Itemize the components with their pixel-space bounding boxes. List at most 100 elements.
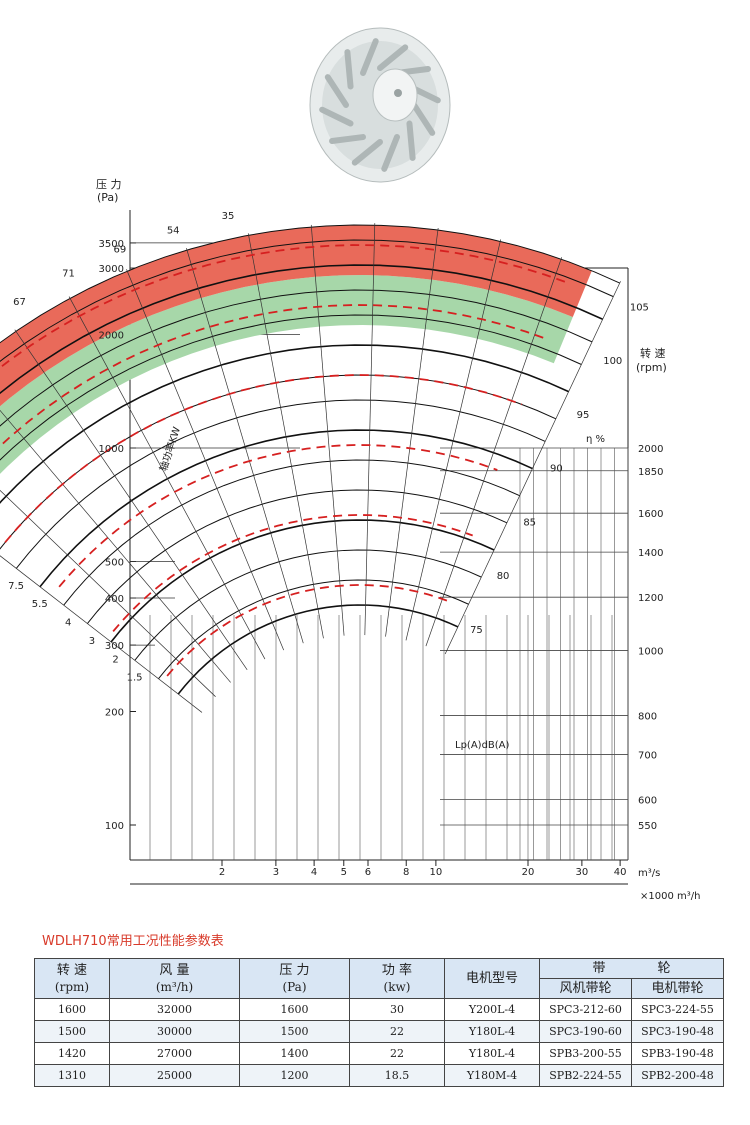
speed-tick-label: 2000 [638, 444, 663, 455]
power-value-label: 3 [89, 636, 95, 647]
impeller-blade [406, 120, 416, 161]
table-cell: SPB3-190-48 [631, 1042, 724, 1065]
top-x-tick-label: 3 [273, 867, 279, 878]
top-axis-unit: m³/s [638, 868, 660, 879]
table-row: 1310 25000 1200 18.5 Y180M-4 SPB2-224-55 SPB2-… [34, 1064, 724, 1087]
speed-tick-label: 1600 [638, 509, 663, 520]
radial-grid-line [14, 329, 248, 671]
pressure-curve [0, 264, 604, 395]
radial-grid-line [425, 257, 563, 647]
performance-table: 转 速 (rpm) 风 量 (m³/h) 压 力 (Pa) 功 率 (kw) 电机型号 … [34, 958, 724, 1087]
pressure-curve [39, 429, 533, 588]
top-x-tick-label: 6 [365, 867, 371, 878]
pressure-curve [0, 344, 569, 504]
power-value-label: 4 [65, 618, 71, 629]
table-cell: Y180L-4 [444, 1042, 540, 1065]
impeller-blade [344, 49, 354, 90]
table-cell: 27000 [109, 1042, 240, 1065]
power-value-label: 2 [112, 654, 118, 665]
noise-value-label: 90 [550, 464, 563, 475]
radial-grid-line [247, 233, 324, 639]
top-x-tick-label: 2 [219, 867, 225, 878]
power-curve-dashed [166, 584, 449, 677]
efficiency-value-label: 71 [62, 269, 75, 280]
power-value-label: 5.5 [32, 599, 48, 610]
y-tick-label: 100 [105, 821, 124, 832]
table-cell: 1600 [239, 998, 350, 1021]
impeller-blade [377, 44, 409, 71]
speed-tick-label: 800 [638, 712, 657, 723]
table-cell: 1500 [239, 1020, 350, 1043]
performance-chart: 100 200 300 400 500 1000 2000 3000 3500 2 3 4 5 6 8 10 2… [0, 27, 700, 902]
efficiency-value-label: 69 [113, 245, 126, 256]
impeller-blade [381, 134, 400, 172]
efficiency-band-red [0, 225, 592, 407]
table-row: 1500 30000 1500 22 Y180L-4 SPC3-190-60 SPC3-19… [34, 1020, 724, 1043]
header-fan-pulley: 风机带轮 [539, 978, 632, 999]
table-cell: 30000 [109, 1020, 240, 1043]
table-cell: SPB2-224-55 [539, 1064, 632, 1087]
impeller-blade [351, 139, 383, 166]
y-tick-label: 300 [105, 641, 124, 652]
radial-grid-line [68, 296, 266, 660]
pressure-curve [177, 604, 459, 695]
header-pressure: 压 力 (Pa) [239, 958, 350, 999]
speed-tick-label: 550 [638, 821, 657, 832]
speed-tick-label: 1850 [638, 467, 663, 478]
noise-label: Lp(A)dB(A) [455, 740, 510, 751]
table-cell: 32000 [109, 998, 240, 1021]
table-title: WDLH710常用工况性能参数表 [42, 934, 224, 949]
pressure-curve [63, 459, 520, 606]
top-x-tick-label: 5 [341, 867, 347, 878]
table-cell: 1600 [34, 998, 110, 1021]
y-tick-label: 2000 [99, 331, 124, 342]
table-cell: Y180M-4 [444, 1064, 540, 1087]
radial-grid-line [364, 223, 376, 636]
speed-axis-label: 转 速 [640, 346, 666, 360]
pressure-curve [15, 399, 546, 569]
table-cell: 1200 [239, 1064, 350, 1087]
pressure-curve [0, 314, 582, 461]
table-cell: 1310 [34, 1064, 110, 1087]
y-axis-label: 压 力 [96, 178, 122, 191]
header-speed: 转 速 (rpm) [34, 958, 110, 999]
table-cell: 22 [349, 1042, 445, 1065]
power-value-label: 1.5 [127, 673, 143, 684]
top-x-tick-label: 20 [522, 867, 535, 878]
pressure-curve [0, 224, 620, 344]
noise-value-label: 95 [577, 410, 590, 421]
radial-grid-line [405, 239, 502, 641]
impeller-blade [360, 38, 379, 76]
top-x-tick-label: 30 [576, 867, 589, 878]
y-axis-unit: (Pa) [97, 191, 118, 204]
y-tick-label: 1000 [99, 444, 124, 455]
noise-value-label: 100 [603, 356, 622, 367]
table-row: 1600 32000 1600 30 Y200L-4 SPC3-212-60 SPC3-22… [34, 998, 724, 1021]
speed-tick-label: 1000 [638, 646, 663, 657]
power-value-label: 7.5 [8, 581, 24, 592]
top-x-tick-label: 10 [430, 867, 443, 878]
power-curve-dashed [58, 444, 498, 588]
table-cell: SPC3-190-60 [539, 1020, 632, 1043]
noise-value-label: 85 [523, 517, 536, 528]
table-cell: 1420 [34, 1042, 110, 1065]
top-x-tick-label: 4 [311, 867, 317, 878]
efficiency-value-label: 35 [222, 211, 235, 222]
table-cell: 30 [349, 998, 445, 1021]
table-cell: 25000 [109, 1064, 240, 1087]
efficiency-band-green [0, 275, 573, 474]
top-x-tick-label: 40 [614, 867, 627, 878]
pressure-curve [0, 374, 557, 550]
header-power: 功 率 (kw) [349, 958, 445, 999]
efficiency-value-label: 54 [167, 225, 180, 236]
radial-grid-line [0, 489, 216, 697]
impeller-blade [411, 102, 436, 136]
pressure-curve [134, 549, 482, 661]
y-tick-label: 3000 [99, 264, 124, 275]
noise-value-label: 105 [630, 302, 649, 313]
bottom-axis-unit: ×1000 m³/h [640, 891, 700, 902]
radial-grid-line [444, 281, 621, 655]
y-tick-label: 400 [105, 594, 124, 605]
y-tick-label: 500 [105, 557, 124, 568]
table-cell: SPC3-190-48 [631, 1020, 724, 1043]
